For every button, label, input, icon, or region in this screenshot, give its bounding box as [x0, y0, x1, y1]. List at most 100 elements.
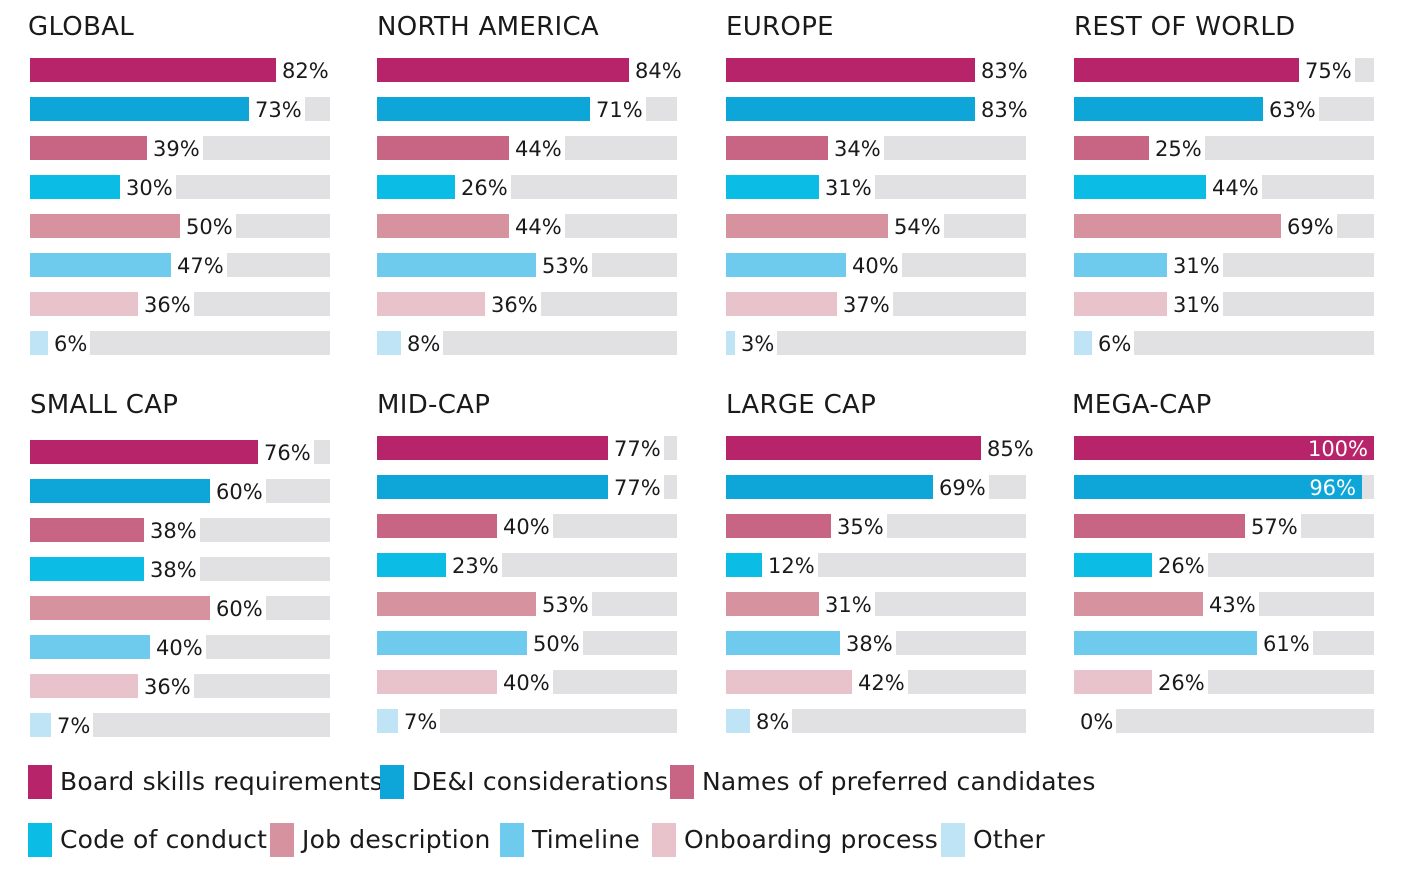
bar-row: 38%	[30, 518, 330, 543]
legend-swatch	[28, 823, 52, 857]
bar	[726, 514, 831, 538]
data-label: 47%	[171, 253, 227, 278]
data-label: 34%	[828, 136, 884, 161]
chart-title: NORTH AMERICA	[377, 12, 600, 42]
legend-label: Onboarding process	[684, 825, 938, 854]
bar-row: 50%	[30, 214, 330, 239]
bar-row: 36%	[30, 674, 330, 699]
legend-swatch	[652, 823, 676, 857]
data-label: 77%	[608, 475, 664, 500]
bar-row: 44%	[1074, 175, 1374, 200]
bar-row: 82%	[30, 58, 332, 83]
bar	[726, 253, 846, 277]
bar-track	[1074, 709, 1374, 733]
bar-row: 8%	[726, 709, 1026, 734]
data-label: 12%	[762, 553, 818, 578]
bar	[1074, 214, 1281, 238]
data-label: 23%	[446, 553, 502, 578]
data-label: 50%	[527, 631, 583, 656]
legend-label: Other	[973, 825, 1045, 854]
bar	[30, 292, 138, 316]
bar	[377, 58, 629, 82]
bar-row: 38%	[726, 631, 1026, 656]
legend-swatch	[270, 823, 294, 857]
bar	[30, 175, 120, 199]
bar-row: 40%	[726, 253, 1026, 278]
bar	[377, 253, 536, 277]
bar	[1074, 97, 1263, 121]
data-label: 71%	[590, 97, 646, 122]
bar	[726, 709, 750, 733]
bar	[1074, 631, 1257, 655]
legend-label: Job description	[302, 825, 491, 854]
chart-title: SMALL CAP	[30, 390, 179, 420]
data-label: 7%	[398, 709, 441, 734]
bar	[726, 292, 837, 316]
bar-row: 57%	[1074, 514, 1374, 539]
data-label: 77%	[608, 436, 664, 461]
bar	[1074, 331, 1092, 355]
bar	[726, 670, 852, 694]
bar	[1074, 670, 1152, 694]
bar-row: 3%	[726, 331, 1026, 356]
bar-row: 69%	[1074, 214, 1374, 239]
data-label: 38%	[144, 518, 200, 543]
bar-row: 8%	[377, 331, 677, 356]
bar-row: 100%	[1074, 436, 1374, 461]
chart-title: EUROPE	[726, 12, 834, 42]
legend-label: Code of conduct	[60, 825, 268, 854]
data-label: 83%	[975, 58, 1031, 83]
legend: Board skills requirements DE&I considerat…	[0, 755, 1420, 875]
bar	[1074, 136, 1149, 160]
bar-row: 53%	[377, 253, 677, 278]
bar	[377, 136, 509, 160]
bar	[377, 709, 398, 733]
data-label: 60%	[210, 596, 266, 621]
chart-title: REST OF WORLD	[1074, 12, 1296, 42]
chart-panel: MID-CAP 77% 77% 40% 23% 53% 50% 40% 7%	[377, 390, 725, 734]
data-label: 31%	[819, 592, 875, 617]
legend-swatch	[28, 765, 52, 799]
legend-label: DE&I considerations	[412, 767, 669, 796]
data-label: 6%	[48, 331, 91, 356]
bar	[30, 253, 171, 277]
bar-row: 50%	[377, 631, 677, 656]
legend-label: Board skills requirements	[60, 767, 384, 796]
bar	[1074, 253, 1167, 277]
bar	[1074, 475, 1362, 499]
bar	[377, 292, 485, 316]
data-label: 40%	[846, 253, 902, 278]
bar-row: 47%	[30, 253, 330, 278]
data-label: 40%	[497, 514, 553, 539]
bar	[726, 553, 762, 577]
bar	[30, 440, 258, 464]
data-label: 44%	[509, 214, 565, 239]
data-label: 39%	[147, 136, 203, 161]
data-label: 38%	[144, 557, 200, 582]
data-label: 69%	[1281, 214, 1337, 239]
bar-row: 84%	[377, 58, 685, 83]
data-label: 26%	[1152, 670, 1208, 695]
data-label: 8%	[750, 709, 793, 734]
bar-row: 31%	[726, 175, 1026, 200]
bar-row: 61%	[1074, 631, 1374, 656]
data-label: 54%	[888, 214, 944, 239]
bar-row: 73%	[30, 97, 330, 122]
bar-row: 42%	[726, 670, 1026, 695]
data-label: 44%	[1206, 175, 1262, 200]
data-label: 35%	[831, 514, 887, 539]
data-label: 61%	[1257, 631, 1313, 656]
bar-row: 53%	[377, 592, 677, 617]
data-label: 36%	[138, 674, 194, 699]
chart-panel: EUROPE 83% 83% 34% 31% 54% 40% 37% 3%	[726, 12, 1074, 356]
bar-row: 60%	[30, 596, 330, 621]
bar-row: 6%	[1074, 331, 1374, 356]
bar-row: 60%	[30, 479, 330, 504]
bar	[30, 97, 249, 121]
bar	[30, 136, 147, 160]
bar-row: 77%	[377, 475, 677, 500]
bar	[30, 557, 144, 581]
data-label: 73%	[249, 97, 305, 122]
data-label: 83%	[975, 97, 1031, 122]
bar	[1074, 292, 1167, 316]
